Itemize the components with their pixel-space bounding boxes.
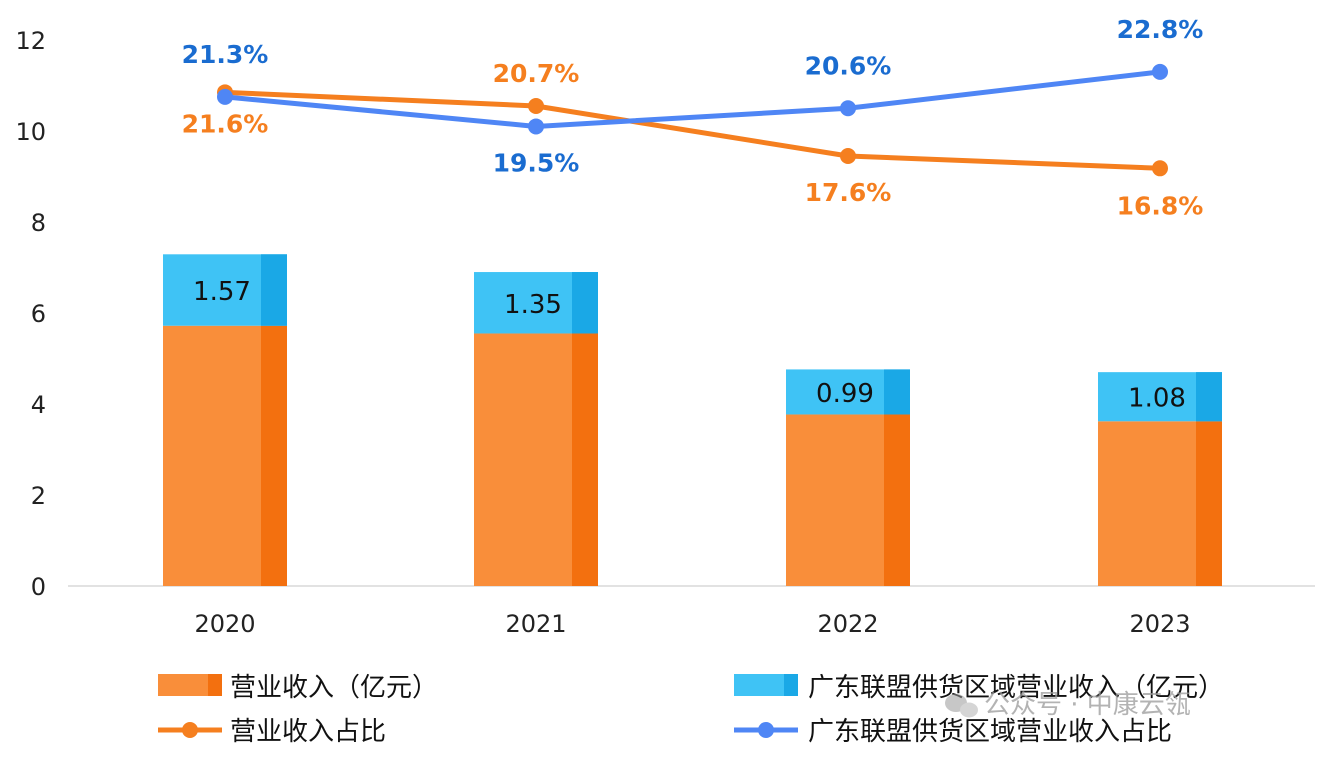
bars: 1.57 1.35 0.99 1.08 xyxy=(163,254,1222,586)
legend-guangdong-share-swatch-marker xyxy=(758,722,774,738)
revenue-share-line xyxy=(222,89,1163,171)
revenue-share-label: 21.6% xyxy=(182,109,269,138)
revenue-share-label: 16.8% xyxy=(1117,191,1204,220)
y-axis-ticks: 0 2 4 6 8 10 12 xyxy=(15,27,46,601)
y-tick-label: 6 xyxy=(31,300,46,328)
legend-label: 广东联盟供货区域营业收入（亿元） xyxy=(808,673,1224,703)
watermark: 公众号 · 中康云瓴 xyxy=(945,690,1191,720)
bar-data-label: 0.99 xyxy=(816,379,874,409)
y-tick-label: 4 xyxy=(31,391,46,419)
y-tick-label: 2 xyxy=(31,482,46,510)
guangdong-share-label: 20.6% xyxy=(805,51,892,80)
x-tick-label: 2022 xyxy=(817,610,878,638)
guangdong-share-point xyxy=(840,100,856,117)
guangdong-share-label: 19.5% xyxy=(493,148,580,177)
y-tick-label: 12 xyxy=(15,27,46,55)
legend-revenue-swatch-shade xyxy=(208,674,222,696)
legend-guangdong-revenue-swatch xyxy=(734,674,798,696)
bar-guangdong-revenue-shade xyxy=(1196,372,1222,422)
bar-guangdong-revenue-shade xyxy=(572,272,598,334)
x-axis-ticks: 2020 2021 2022 2023 xyxy=(194,610,1190,638)
bar-guangdong-revenue-shade xyxy=(884,369,910,415)
bar-revenue-shade xyxy=(261,325,287,586)
legend-guangdong-revenue-swatch-shade xyxy=(784,674,798,696)
revenue-share-point xyxy=(1152,160,1168,177)
revenue-share-label: 20.7% xyxy=(493,59,580,88)
legend-label: 营业收入占比 xyxy=(230,717,386,747)
bar-revenue-shade xyxy=(572,333,598,586)
bar-data-label: 1.57 xyxy=(193,277,251,307)
bar-revenue-shade xyxy=(1196,421,1222,586)
legend-revenue-share-swatch-marker xyxy=(182,722,198,738)
revenue-share-point xyxy=(528,97,544,114)
bar-data-label: 1.35 xyxy=(504,290,562,320)
guangdong-share-point xyxy=(528,118,544,135)
guangdong-share-point xyxy=(1152,63,1168,80)
lines: 21.6% 20.7% 17.6% 16.8% 21.3% 19.5% 20.6% 22.8% xyxy=(182,15,1204,220)
legend-revenue-swatch xyxy=(158,674,222,696)
legend: 营业收入（亿元） 广东联盟供货区域营业收入（亿元） 营业收入占比 广东联盟供货区域营业… xyxy=(158,673,1224,747)
y-tick-label: 0 xyxy=(31,573,46,601)
y-tick-label: 10 xyxy=(15,118,46,146)
guangdong-share-label: 21.3% xyxy=(182,40,269,69)
bar-guangdong-revenue-shade xyxy=(261,254,287,326)
guangdong-share-label: 22.8% xyxy=(1117,15,1204,44)
bar-revenue-shade xyxy=(884,414,910,586)
revenue-share-label: 17.6% xyxy=(805,178,892,207)
y-tick-label: 8 xyxy=(31,209,46,237)
legend-label: 营业收入（亿元） xyxy=(230,673,438,703)
x-tick-label: 2021 xyxy=(505,610,566,638)
guangdong-share-line xyxy=(222,69,1163,129)
watermark-text: 公众号 · 中康云瓴 xyxy=(984,690,1191,720)
revenue-share-point xyxy=(840,148,856,165)
guangdong-share-point xyxy=(217,88,233,105)
x-tick-label: 2023 xyxy=(1129,610,1190,638)
wechat-icon xyxy=(945,694,978,718)
legend-label: 广东联盟供货区域营业收入占比 xyxy=(808,717,1172,747)
x-tick-label: 2020 xyxy=(194,610,255,638)
bar-data-label: 1.08 xyxy=(1128,384,1186,414)
